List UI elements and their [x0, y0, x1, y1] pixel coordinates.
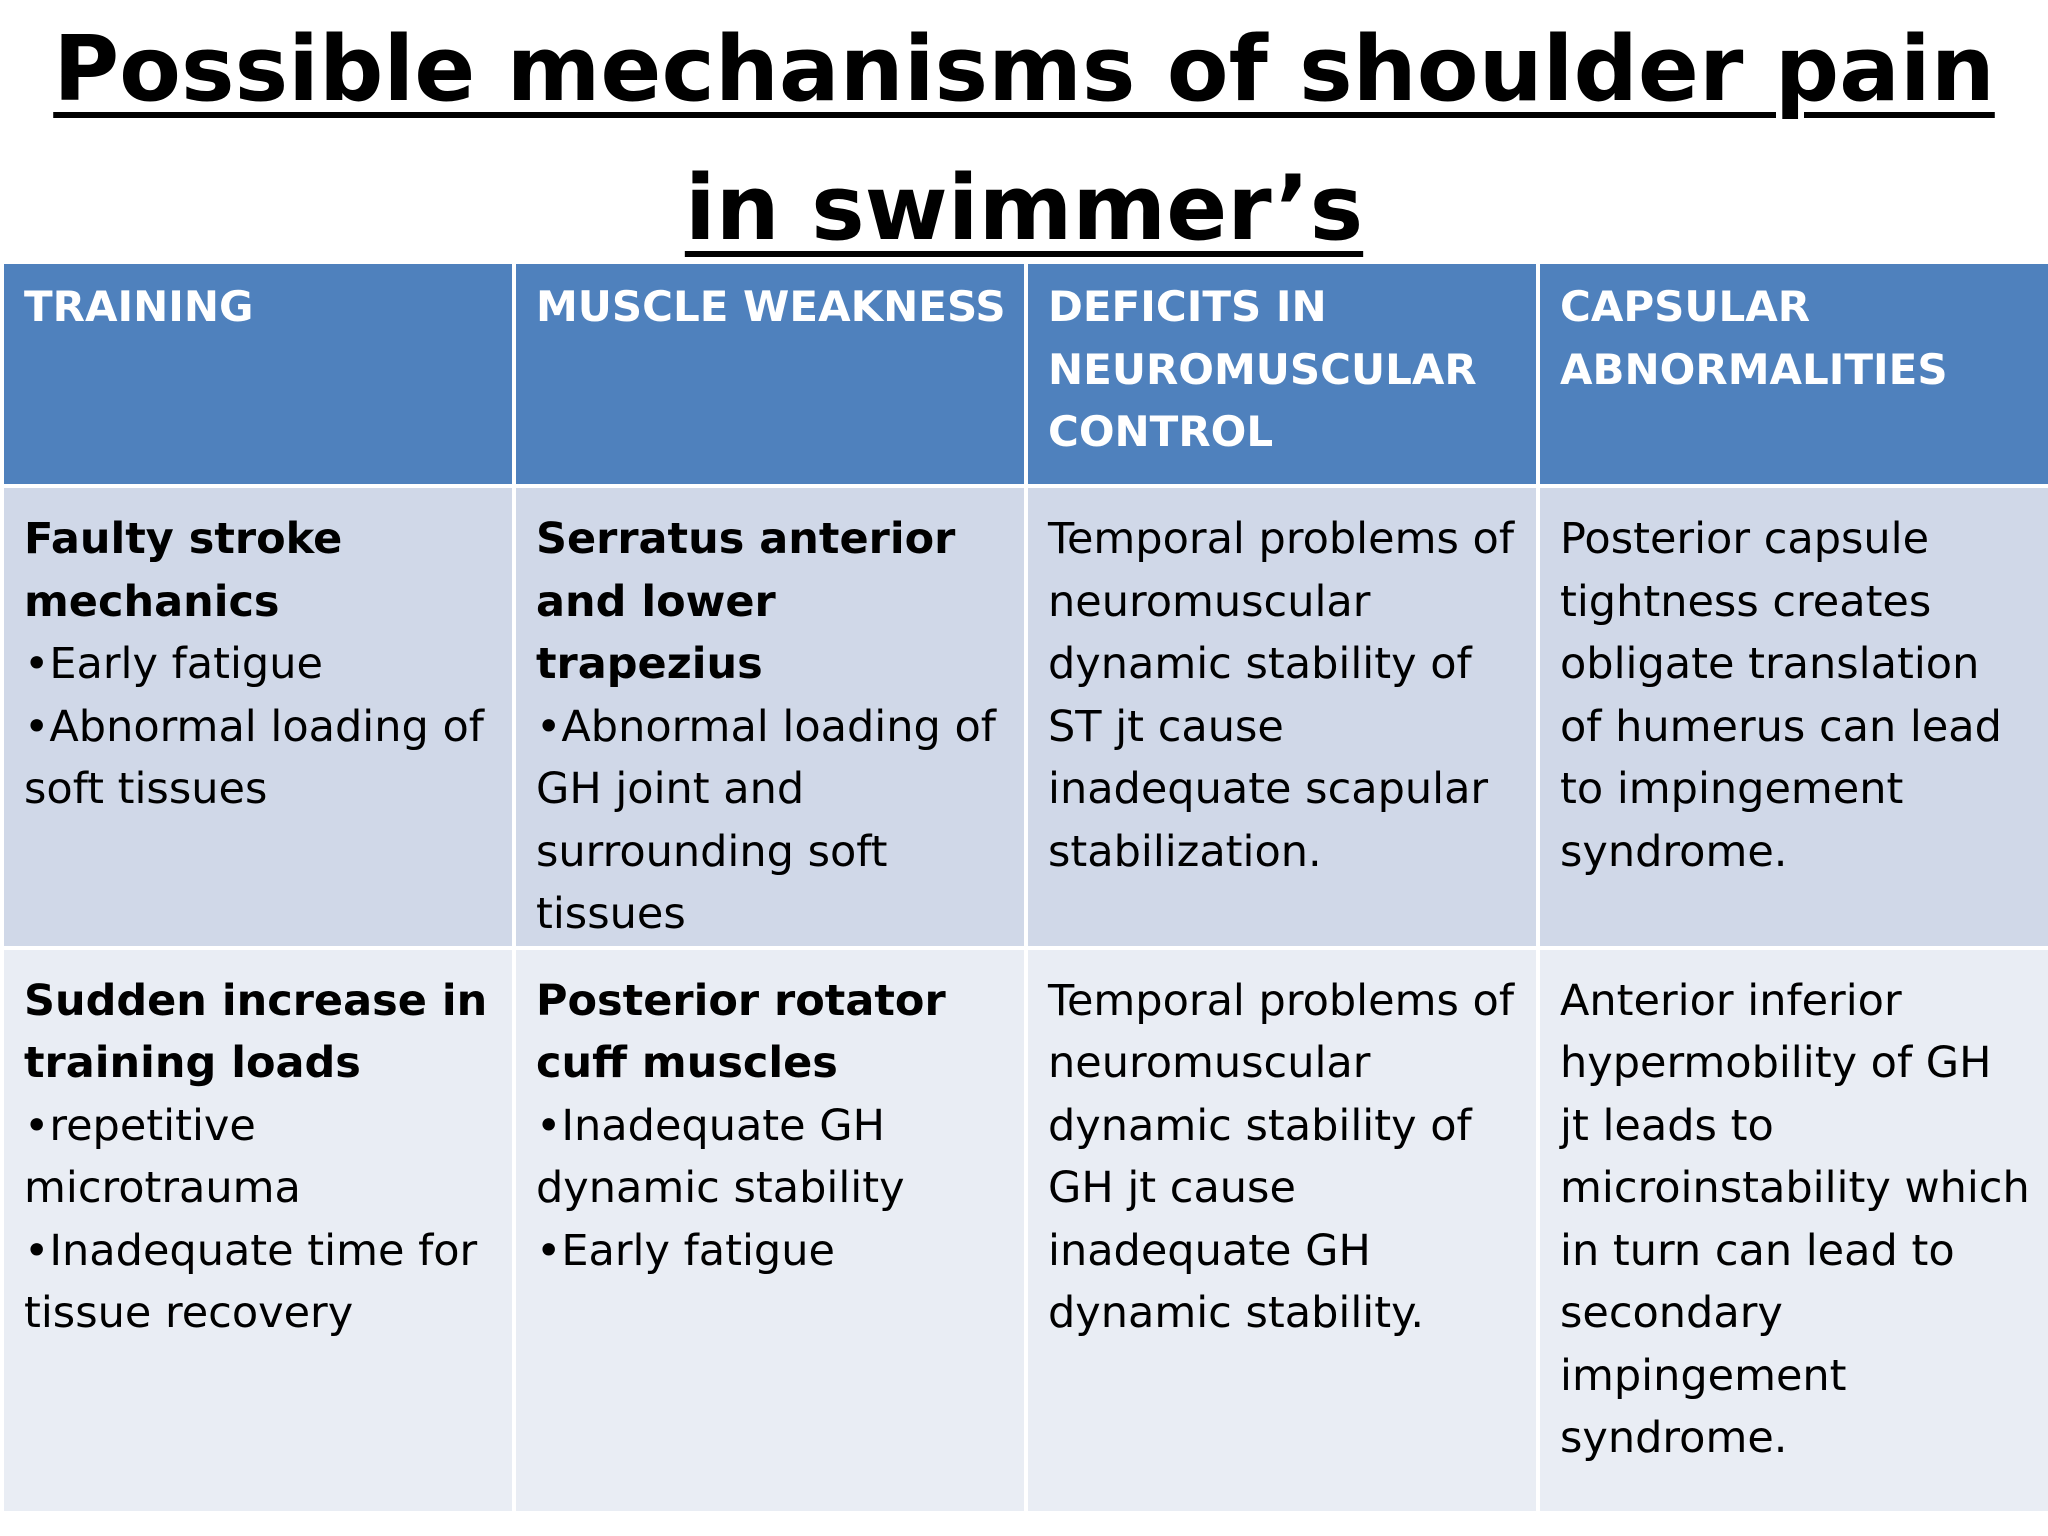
cell-bullet: •Abnormal loading of GH joint and surrou… [536, 701, 996, 940]
cell-muscle-weakness: Posterior rotator cuff muscles •Inadequa… [512, 945, 1028, 1515]
mechanisms-table: TRAINING MUSCLE WEAKNESS DEFICITS IN NEU… [0, 260, 2048, 1515]
cell-training: Faulty stroke mechanics •Early fatigue •… [0, 484, 516, 950]
header-muscle-weakness: MUSCLE WEAKNESS [512, 260, 1028, 488]
cell-heading: Sudden increase in training loads [24, 975, 488, 1089]
table-header-row: TRAINING MUSCLE WEAKNESS DEFICITS IN NEU… [0, 260, 2048, 488]
cell-muscle-weakness: Serratus anterior and lower trapezius •A… [512, 484, 1028, 950]
cell-capsular-abnormalities: Anterior inferior hypermobility of GH jt… [1536, 945, 2048, 1515]
header-capsular-abnormalities: CAPSULAR ABNORMALITIES [1536, 260, 2048, 488]
cell-capsular-abnormalities: Posterior capsule tightness creates obli… [1536, 484, 2048, 950]
cell-bullet: •repetitive microtrauma [24, 1100, 301, 1214]
header-training: TRAINING [0, 260, 516, 488]
cell-heading: Faulty stroke mechanics [24, 514, 343, 627]
cell-bullet: •Abnormal loading of soft tissues [24, 701, 484, 815]
cell-training: Sudden increase in training loads •repet… [0, 945, 516, 1515]
slide-title-line-1: Possible mechanisms of shoulder pain [53, 17, 1995, 122]
header-neuromuscular-control: DEFICITS IN NEUROMUSCULAR CONTROL [1024, 260, 1540, 488]
cell-bullet: •Early fatigue [24, 639, 323, 689]
cell-bullet: •Inadequate time for tissue recovery [24, 1225, 478, 1339]
slide-title-line-2: in swimmer’s [684, 156, 1364, 261]
cell-heading: Posterior rotator cuff muscles [536, 975, 946, 1089]
cell-neuromuscular-control: Temporal problems of neuromuscular dynam… [1024, 945, 1540, 1515]
cell-heading: Serratus anterior and lower trapezius [536, 514, 956, 689]
table-row: Sudden increase in training loads •repet… [0, 945, 2048, 1515]
cell-bullet: •Early fatigue [536, 1225, 835, 1276]
cell-bullet: •Inadequate GH dynamic stability [536, 1100, 905, 1214]
cell-neuromuscular-control: Temporal problems of neuromuscular dynam… [1024, 484, 1540, 950]
slide-title: Possible mechanisms of shoulder pain in … [0, 0, 2048, 278]
table-row: Faulty stroke mechanics •Early fatigue •… [0, 484, 2048, 950]
